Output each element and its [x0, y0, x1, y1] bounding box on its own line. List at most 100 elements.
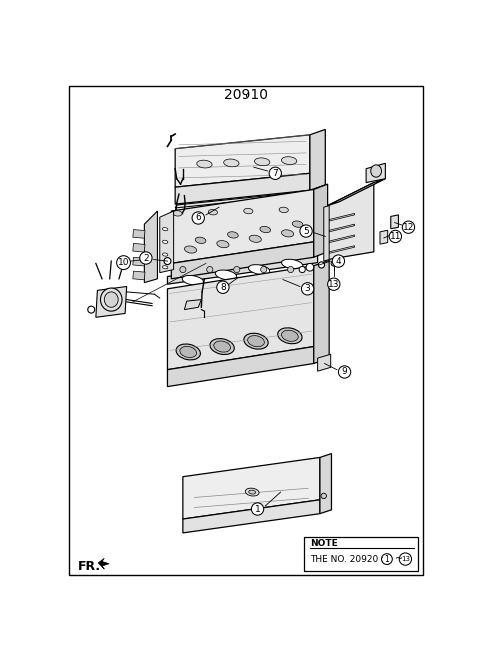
Text: 12: 12 [403, 223, 414, 232]
Ellipse shape [217, 240, 229, 248]
Bar [133, 244, 145, 252]
Bar [133, 229, 145, 238]
Circle shape [300, 225, 312, 237]
Text: 13: 13 [328, 280, 339, 289]
Ellipse shape [278, 328, 302, 344]
Text: 8: 8 [220, 283, 226, 291]
Polygon shape [144, 211, 157, 283]
Text: 11: 11 [390, 232, 401, 241]
Text: 6: 6 [195, 214, 201, 223]
Ellipse shape [282, 259, 303, 269]
Ellipse shape [249, 490, 256, 494]
Ellipse shape [163, 253, 168, 256]
Polygon shape [96, 286, 127, 317]
Text: 13: 13 [401, 556, 410, 562]
Circle shape [234, 267, 240, 272]
Polygon shape [168, 255, 318, 284]
Text: 10: 10 [118, 258, 129, 267]
Polygon shape [171, 189, 314, 263]
Text: 20910: 20910 [224, 88, 268, 102]
Ellipse shape [279, 207, 288, 213]
Bar [133, 271, 145, 280]
Polygon shape [324, 206, 329, 261]
Circle shape [88, 306, 95, 313]
Text: 7: 7 [272, 169, 278, 178]
Circle shape [318, 262, 324, 268]
Circle shape [164, 257, 171, 265]
Circle shape [306, 263, 314, 271]
Ellipse shape [292, 221, 303, 227]
Circle shape [288, 267, 294, 272]
Polygon shape [98, 558, 109, 569]
Circle shape [321, 493, 326, 498]
Bar [133, 257, 145, 266]
Polygon shape [391, 215, 398, 229]
Ellipse shape [176, 344, 201, 360]
Ellipse shape [197, 160, 212, 168]
Circle shape [332, 255, 345, 267]
Polygon shape [168, 346, 314, 386]
Polygon shape [329, 235, 355, 242]
Polygon shape [380, 231, 388, 244]
Polygon shape [318, 354, 331, 371]
Ellipse shape [249, 235, 261, 242]
Polygon shape [310, 130, 325, 190]
Circle shape [217, 281, 229, 293]
Ellipse shape [208, 210, 217, 215]
Ellipse shape [216, 270, 237, 280]
Circle shape [338, 365, 351, 378]
Circle shape [389, 231, 402, 242]
Polygon shape [160, 211, 174, 272]
Ellipse shape [180, 346, 197, 358]
Circle shape [269, 167, 281, 179]
Circle shape [117, 255, 131, 270]
Ellipse shape [214, 341, 230, 352]
Circle shape [402, 221, 415, 233]
Polygon shape [175, 174, 310, 204]
Ellipse shape [195, 237, 206, 244]
Polygon shape [329, 246, 355, 253]
Ellipse shape [163, 227, 168, 231]
Polygon shape [183, 457, 320, 519]
Polygon shape [184, 299, 201, 310]
Polygon shape [366, 163, 385, 183]
Polygon shape [168, 266, 314, 369]
Polygon shape [183, 500, 320, 533]
Ellipse shape [281, 157, 297, 164]
Ellipse shape [371, 165, 382, 177]
Circle shape [140, 252, 152, 264]
Ellipse shape [163, 240, 168, 244]
Circle shape [331, 261, 336, 266]
Text: 1: 1 [255, 504, 261, 514]
Ellipse shape [282, 330, 298, 341]
Circle shape [192, 212, 204, 224]
Bar [304, 536, 418, 571]
Text: NOTE: NOTE [310, 539, 337, 548]
Text: 2: 2 [143, 253, 149, 263]
Circle shape [399, 553, 411, 565]
Circle shape [299, 267, 305, 272]
Ellipse shape [281, 230, 294, 237]
Circle shape [301, 283, 314, 295]
Ellipse shape [104, 292, 118, 307]
Ellipse shape [254, 158, 270, 166]
Ellipse shape [163, 266, 168, 269]
Polygon shape [175, 191, 312, 208]
Ellipse shape [260, 227, 271, 233]
Text: 9: 9 [342, 367, 348, 377]
Text: 3: 3 [305, 284, 311, 293]
Ellipse shape [210, 339, 234, 354]
Polygon shape [329, 224, 355, 232]
Ellipse shape [224, 159, 239, 167]
Ellipse shape [173, 211, 182, 216]
Circle shape [252, 503, 264, 515]
Ellipse shape [244, 333, 268, 349]
Text: 1: 1 [384, 555, 389, 563]
Ellipse shape [184, 246, 197, 253]
Ellipse shape [244, 208, 253, 214]
Polygon shape [171, 242, 314, 279]
Polygon shape [328, 179, 385, 206]
Text: ~: ~ [395, 554, 403, 564]
Circle shape [261, 267, 267, 272]
Circle shape [180, 267, 186, 272]
